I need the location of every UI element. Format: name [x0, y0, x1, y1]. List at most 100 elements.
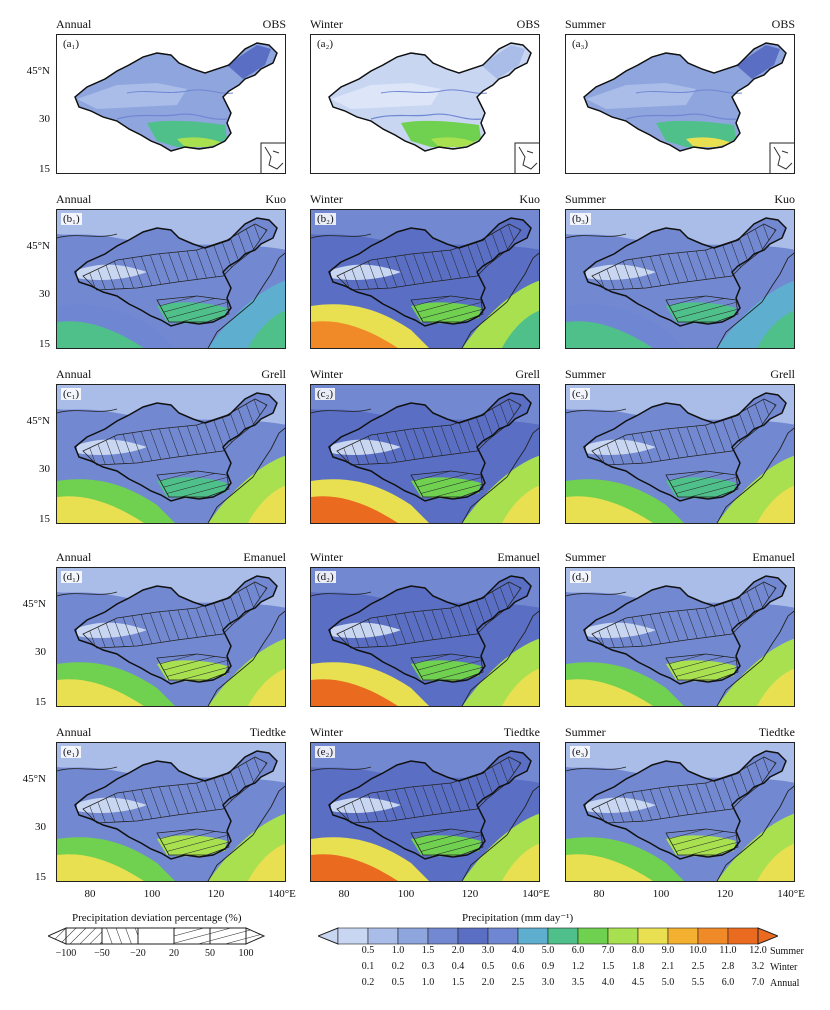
- colorbar-winter-label: 0.4: [451, 961, 465, 972]
- y-tick-label: 30: [35, 646, 46, 658]
- colorbar-summer-label: 3.0: [481, 945, 495, 956]
- hatch-legend-label: 50: [205, 948, 215, 959]
- precipitation-map: [311, 385, 539, 523]
- colorbar-summer-label: 11.0: [719, 945, 737, 956]
- colorbar-summer-label: 5.0: [541, 945, 555, 956]
- map-panel-d3: Summer Emanuel (d₃): [565, 550, 795, 707]
- precipitation-map: [566, 568, 794, 706]
- precipitation-map: [566, 385, 794, 523]
- panel-id-label: (d₃): [570, 571, 591, 583]
- colorbar-winter-label: 0.9: [541, 961, 555, 972]
- panel-id-label: (c₃): [570, 388, 591, 400]
- colorbar: [318, 926, 778, 946]
- colorbar-summer-label: 1.0: [391, 945, 405, 956]
- y-tick-label: 45°N: [22, 773, 46, 785]
- x-tick-label: 140°E: [268, 888, 296, 900]
- panel-id-label: (b₁): [61, 213, 82, 225]
- panel-season-label: Annual: [56, 550, 92, 564]
- colorbar-title: Precipitation (mm day⁻¹): [462, 912, 574, 924]
- colorbar-summer-label: 4.0: [511, 945, 525, 956]
- precipitation-map: [57, 210, 285, 348]
- y-tick-label: 45°N: [26, 415, 50, 427]
- panel-id-label: (a₁): [61, 38, 82, 50]
- panel-id-label: (d₁): [61, 571, 82, 583]
- panel-season-label: Summer: [565, 192, 606, 206]
- panel-model-label: OBS: [771, 17, 795, 31]
- precipitation-map: [57, 385, 285, 523]
- panel-season-label: Winter: [310, 725, 343, 739]
- panel-model-label: Kuo: [774, 192, 795, 206]
- panel-season-label: Summer: [565, 367, 606, 381]
- map-panel-e2: Winter Tiedtke (e₂): [310, 725, 540, 882]
- y-tick-label: 15: [39, 163, 50, 175]
- y-tick-label: 15: [35, 696, 46, 708]
- x-tick-label: 140°E: [777, 888, 805, 900]
- y-tick-label: 15: [35, 871, 46, 883]
- colorbar-annual-label: 5.5: [691, 977, 705, 988]
- x-tick-label: 120: [716, 888, 734, 900]
- panel-id-label: (b₃): [570, 213, 591, 225]
- panel-id-label: (c₁): [61, 388, 82, 400]
- panel-model-label: Kuo: [265, 192, 286, 206]
- x-tick-label: 140°E: [522, 888, 550, 900]
- precipitation-map: [57, 35, 285, 173]
- map-panel-a3: Summer OBS (a₃): [565, 17, 795, 174]
- colorbar-winter-label: 1.8: [631, 961, 645, 972]
- colorbar-summer-label: 1.5: [421, 945, 435, 956]
- colorbar-winter-label: 0.1: [361, 961, 375, 972]
- panel-model-label: Tiedtke: [503, 725, 540, 739]
- y-tick-label: 45°N: [22, 598, 46, 610]
- x-tick-label: 80: [593, 888, 605, 900]
- panel-season-label: Summer: [565, 550, 606, 564]
- hatch-legend: [48, 926, 280, 946]
- precipitation-map: [566, 743, 794, 881]
- panel-season-label: Annual: [56, 367, 92, 381]
- colorbar-annual-label: 6.0: [721, 977, 735, 988]
- panel-season-label: Annual: [56, 17, 92, 31]
- colorbar-winter-label: 2.1: [661, 961, 675, 972]
- x-tick-label: 100: [143, 888, 161, 900]
- colorbar-annual-label: 1.0: [421, 977, 435, 988]
- panel-model-label: Tiedtke: [249, 725, 286, 739]
- map-panel-c1: Annual Grell (c₁): [56, 367, 286, 524]
- precipitation-map: [311, 210, 539, 348]
- colorbar-winter-label: 2.8: [721, 961, 735, 972]
- x-tick-label: 100: [397, 888, 415, 900]
- colorbar-winter-label: 0.3: [421, 961, 435, 972]
- precipitation-map: [57, 743, 285, 881]
- panel-model-label: Emanuel: [497, 550, 540, 564]
- x-tick-label: 80: [338, 888, 350, 900]
- panel-model-label: Emanuel: [752, 550, 795, 564]
- map-panel-a1: Annual OBS (a₁): [56, 17, 286, 174]
- map-panel-d2: Winter Emanuel (d₂): [310, 550, 540, 707]
- panel-season-label: Winter: [310, 550, 343, 564]
- map-panel-e3: Summer Tiedtke (e₃): [565, 725, 795, 882]
- panel-season-label: Winter: [310, 192, 343, 206]
- panel-season-label: Annual: [56, 725, 92, 739]
- panel-model-label: Kuo: [519, 192, 540, 206]
- map-panel-c3: Summer Grell (c₃): [565, 367, 795, 524]
- panel-id-label: (a₃): [570, 38, 591, 50]
- panel-season-label: Summer: [565, 17, 606, 31]
- y-tick-label: 45°N: [26, 240, 50, 252]
- panel-id-label: (b₂): [315, 213, 336, 225]
- colorbar-summer-label: 12.0: [749, 945, 767, 956]
- panel-id-label: (e₁): [61, 746, 82, 758]
- colorbar-winter-label: 0.6: [511, 961, 525, 972]
- colorbar-winter-label: 1.5: [601, 961, 615, 972]
- colorbar-annual-label: 4.0: [601, 977, 615, 988]
- colorbar-annual-label: 5.0: [661, 977, 675, 988]
- colorbar-summer-label: 2.0: [451, 945, 465, 956]
- precipitation-map: [311, 743, 539, 881]
- panel-model-label: Grell: [515, 367, 540, 381]
- hatch-legend-label: −100: [55, 948, 77, 959]
- colorbar-winter-label: 0.2: [391, 961, 405, 972]
- y-tick-label: 15: [39, 338, 50, 350]
- precipitation-map: [57, 568, 285, 706]
- colorbar-summer-label: 9.0: [661, 945, 675, 956]
- colorbar-summer-label: 10.0: [689, 945, 707, 956]
- colorbar-annual-label: 0.2: [361, 977, 375, 988]
- colorbar-row-label: Annual: [770, 978, 800, 989]
- y-tick-label: 30: [39, 113, 50, 125]
- panel-season-label: Winter: [310, 367, 343, 381]
